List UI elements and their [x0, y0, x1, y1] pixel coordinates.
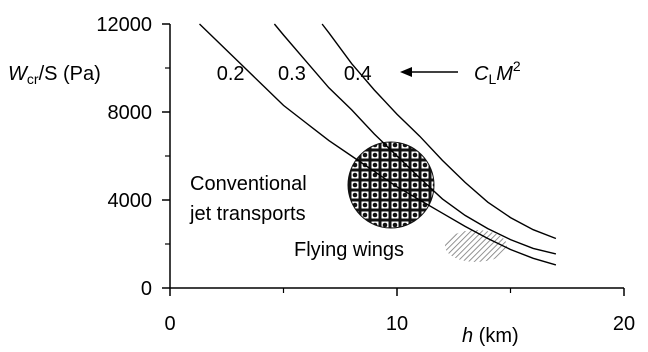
series-label-0.4: 0.4 [344, 63, 372, 85]
y-ticks: 0 4000 8000 12000 [96, 14, 170, 300]
annotation-conventional-line1: Conventional [190, 173, 307, 195]
axes: 0 4000 8000 12000 0 10 20 [96, 14, 635, 335]
y-tick-label: 4000 [108, 190, 153, 212]
y-tick-label: 0 [141, 278, 152, 300]
annotation-conventional-line2: jet transports [189, 203, 306, 225]
y-tick-label: 8000 [108, 102, 153, 124]
y-tick-label: 12000 [96, 14, 152, 36]
x-ticks: 0 10 20 [164, 288, 635, 335]
series-line-0.2 [199, 23, 557, 266]
annotation-flying-wings: Flying wings [294, 239, 404, 261]
series-labels: 0.2 0.3 0.4 [217, 63, 372, 85]
y-axis-label-rest: /S (Pa) [39, 63, 101, 85]
x-axis-label: h (km) [462, 325, 519, 347]
arrow-label: CLM2 [474, 58, 521, 87]
series-label-0.2: 0.2 [217, 63, 245, 85]
series-label-0.3: 0.3 [278, 63, 306, 85]
region-conventional-jet-transports [347, 141, 435, 229]
region-flying-wings [445, 230, 507, 262]
series-line-0.4 [321, 23, 557, 240]
series-line-0.3 [273, 23, 557, 255]
x-tick-label: 10 [386, 313, 408, 335]
x-tick-label: 0 [164, 313, 175, 335]
series-lines [199, 23, 557, 266]
y-axis-label: Wcr/S (Pa) [8, 63, 101, 87]
arrow-head [400, 67, 412, 77]
x-tick-label: 20 [613, 313, 635, 335]
